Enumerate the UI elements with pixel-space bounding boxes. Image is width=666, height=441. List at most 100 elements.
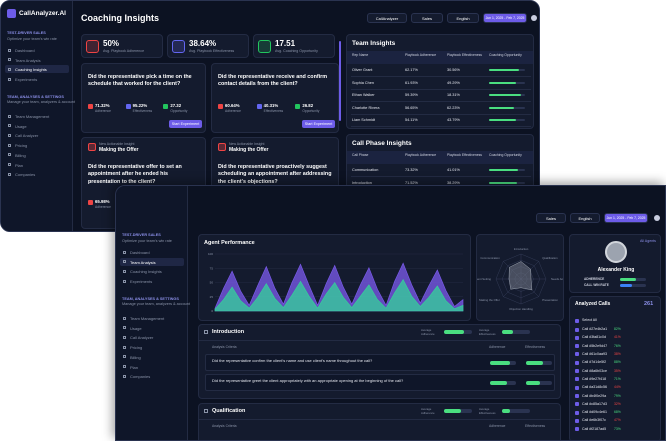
- nav-item[interactable]: Companies: [120, 372, 184, 380]
- brand: CallAnalyzer.AI: [19, 10, 66, 17]
- nav-item[interactable]: Pricing: [120, 343, 184, 351]
- table-cell: 54.11%: [405, 118, 418, 122]
- stat-card: 50% Avg. Playbook Adherence: [81, 34, 163, 58]
- nav-icon: [8, 143, 11, 147]
- nav-item[interactable]: Coaching Insights: [5, 65, 69, 74]
- row-divider: [351, 76, 531, 77]
- column-header: Playbook Effectiveness: [447, 53, 482, 57]
- nav-label: Companies: [15, 172, 36, 178]
- scrollbar: [339, 41, 341, 121]
- call-row[interactable]: Call #9e27f418 71%: [574, 376, 658, 383]
- call-score: 38%: [614, 352, 621, 357]
- call-row[interactable]: Call #27e4b2a1 82%: [574, 326, 658, 333]
- bar: [489, 94, 522, 96]
- nav-label: Team Analysis: [15, 57, 41, 63]
- question-text: Did the representative offer to set an a…: [88, 164, 182, 185]
- call-row[interactable]: Call #b4f0e29a 79%: [574, 392, 658, 399]
- call-score: 47%: [614, 418, 621, 423]
- call-row[interactable]: Call #a31d8c56 44%: [574, 384, 658, 391]
- expand-icon[interactable]: [204, 409, 208, 413]
- nav-label: Dashboard: [130, 250, 150, 255]
- table-cell: 62.17%: [405, 68, 418, 72]
- section-title: TEST-DRIVER SALES: [7, 31, 46, 35]
- nav-item[interactable]: Companies: [5, 170, 69, 178]
- nav-item[interactable]: Dashboard: [5, 46, 69, 54]
- nav-item[interactable]: Experiments: [120, 277, 184, 285]
- date-range[interactable]: Jun 1, 2025 - Feb 7, 2025: [483, 13, 527, 23]
- start-experiment-button[interactable]: Start Experiment: [169, 120, 202, 128]
- bar-track: [489, 181, 525, 184]
- radar-axis-label: Communication: [480, 256, 500, 260]
- nav-item[interactable]: Team Management: [5, 112, 69, 120]
- nav-item[interactable]: Pricing: [5, 141, 69, 149]
- section-title: TEAM, ANALYSES & SETTINGS: [122, 297, 179, 301]
- y-tick-label: 50: [210, 281, 214, 285]
- nav-item[interactable]: Usage: [120, 324, 184, 332]
- call-row[interactable]: Call #61c0aa93 38%: [574, 351, 658, 358]
- nav-item[interactable]: Plan: [5, 161, 69, 169]
- metric-label: Opportunity: [302, 109, 320, 113]
- nav-item[interactable]: Usage: [5, 122, 69, 130]
- stat-icon: [172, 40, 185, 53]
- nav-item[interactable]: Billing: [5, 151, 69, 159]
- question-text: Did the representative proactively sugge…: [218, 164, 332, 185]
- nav-item[interactable]: Call Analyzer: [120, 333, 184, 341]
- page-title: Coaching Insights: [81, 13, 160, 23]
- bar: [489, 119, 516, 121]
- nav-label: Team Management: [130, 316, 165, 321]
- call-id: Call #61c0aa93: [582, 352, 607, 357]
- nav-label: Team Management: [15, 114, 50, 119]
- nav-item[interactable]: Team Analysis: [120, 257, 184, 266]
- call-row[interactable]: Select All: [574, 317, 658, 324]
- theme-toggle[interactable]: [654, 215, 660, 221]
- table-cell: 38.29%: [447, 180, 460, 185]
- coaching-screen: CallAnalyzer.AI TEST-DRIVER SALES Optimize…: [0, 0, 540, 232]
- start-experiment-button[interactable]: Start Experiment: [302, 120, 335, 128]
- theme-toggle[interactable]: [531, 15, 537, 21]
- metric-label: Opportunity: [170, 109, 188, 113]
- all-agents-link[interactable]: All Agents: [640, 239, 656, 243]
- table-cell: Ethan Walker: [352, 93, 375, 97]
- filter-dropdown[interactable]: Sales: [536, 213, 566, 223]
- nav-label: Pricing: [130, 345, 143, 351]
- date-range[interactable]: Jun 1, 2025 - Feb 7, 2025: [604, 213, 648, 223]
- agent-performance-panel: Agent Performance 0 25 50 75 100: [198, 234, 471, 321]
- filter-dropdown[interactable]: English: [570, 213, 600, 223]
- question-text: Did the representative receive and confi…: [218, 74, 328, 88]
- call-row[interactable]: Call #c85a17d3 32%: [574, 401, 658, 408]
- call-row[interactable]: Call #5b2e9d47 76%: [574, 343, 658, 350]
- nav-label: Experiments: [130, 279, 153, 285]
- stat-card: 17.51 Avg. Coaching Opportunity: [253, 34, 335, 58]
- nav-label: Call Analyzer: [130, 335, 154, 341]
- call-score: 68%: [614, 410, 621, 415]
- bar-track: [444, 330, 472, 334]
- nav-label: Usage: [130, 325, 142, 331]
- nav-item[interactable]: Team Analysis: [5, 56, 69, 64]
- nav-item[interactable]: Dashboard: [120, 248, 184, 256]
- filter-dropdown[interactable]: Sales: [411, 13, 443, 23]
- call-row[interactable]: Call #3fa81c0d 41%: [574, 334, 658, 341]
- insight-tag: New Actionable Insight: [229, 142, 265, 146]
- nav-item[interactable]: Billing: [120, 353, 184, 361]
- nav-item[interactable]: Coaching Insights: [120, 267, 184, 275]
- nav-item[interactable]: Plan: [120, 363, 184, 371]
- nav-item[interactable]: Call Analyzer: [5, 131, 69, 139]
- table-cell: 43.79%: [447, 118, 460, 122]
- bar-track: [489, 169, 525, 171]
- filter-dropdown[interactable]: CallAnalyzer: [367, 13, 407, 23]
- nav-item[interactable]: Team Management: [120, 314, 184, 322]
- call-score: 35%: [614, 368, 621, 373]
- filter-dropdown[interactable]: English: [447, 13, 479, 23]
- call-id: Call #8a6b03ce: [582, 368, 607, 373]
- nav-item[interactable]: Experiments: [5, 75, 69, 83]
- table-title: Team Insights: [352, 40, 396, 47]
- call-row[interactable]: Call #8a6b03ce 35%: [574, 368, 658, 375]
- call-row[interactable]: Call #7d14e5f2 88%: [574, 359, 658, 366]
- row-divider: [351, 101, 531, 102]
- call-row[interactable]: Call #d09c4e61 68%: [574, 409, 658, 416]
- call-row[interactable]: Call #f2187ad5 73%: [574, 426, 658, 433]
- call-row[interactable]: Call #e6b3f07c 47%: [574, 417, 658, 424]
- insight-icon: [218, 143, 226, 151]
- expand-icon[interactable]: [204, 330, 208, 334]
- checkbox: [575, 360, 579, 365]
